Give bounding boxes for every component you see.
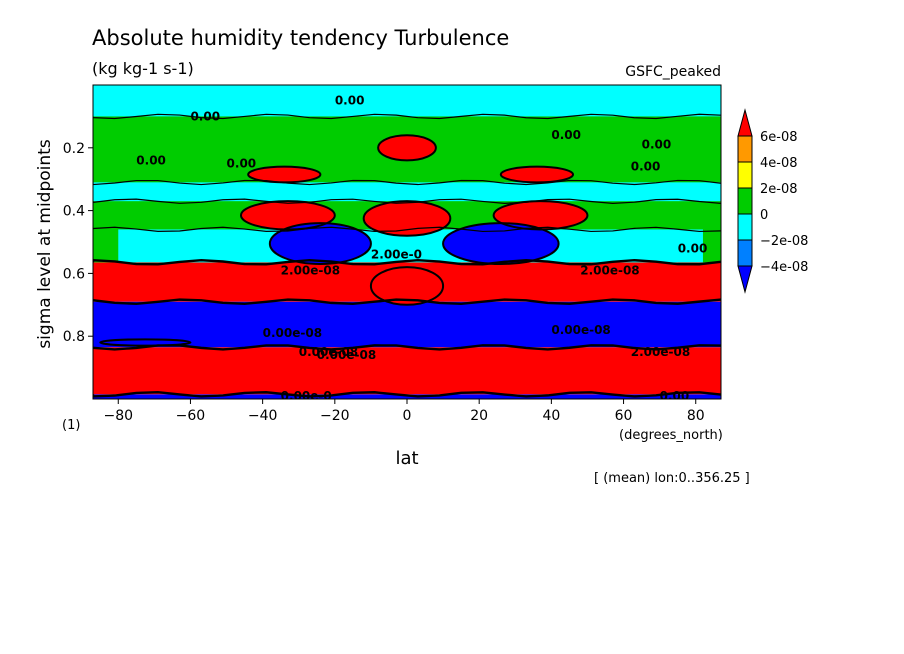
colorbar-segment-1 xyxy=(737,135,753,163)
x-axis: −80 −60 −40 −20 0 20 40 60 80 xyxy=(103,399,705,424)
contour-fill-11 xyxy=(500,166,574,183)
contour-outline-12 xyxy=(377,134,437,162)
contour-label-1: 0.00 xyxy=(190,109,220,123)
contour-label-13: 2.00e-08 xyxy=(631,345,690,359)
colorbar: 6e-08 4e-08 2e-08 0 −2e-08 −4e-08 xyxy=(737,108,808,294)
contour-line-7 xyxy=(93,391,721,398)
y-tick-label: 0.8 xyxy=(63,329,85,345)
plot-area: 0.00 0.00 0.00 0.00 0.00 0.00 0.00 0.00 2.00e-0 2… xyxy=(93,85,721,403)
contour-fill-2 xyxy=(93,301,721,348)
colorbar-label: −2e-08 xyxy=(760,234,808,249)
colorbar-bottom-arrow xyxy=(737,265,753,294)
colorbar-top-arrow xyxy=(737,108,753,137)
contour-fill-8 xyxy=(240,201,335,230)
contour-label-4: 0.00 xyxy=(227,157,257,171)
contour-fill-1 xyxy=(93,347,721,395)
contour-line-4 xyxy=(93,259,721,266)
contour-outline-16 xyxy=(442,222,560,265)
contour-outline-10 xyxy=(247,165,322,184)
colorbar-label: −4e-08 xyxy=(760,260,808,275)
contour-outline-17 xyxy=(99,338,192,347)
x-tick-label: −20 xyxy=(320,408,350,424)
contour-label-17: 0.00 xyxy=(660,389,690,403)
contour-outline-8 xyxy=(239,200,336,231)
x-tick-label: −60 xyxy=(176,408,206,424)
colorbar-label: 6e-08 xyxy=(760,130,798,145)
colorbar-segment-5 xyxy=(737,239,753,267)
y-tick-label: 0.2 xyxy=(63,141,85,157)
contour-line-5 xyxy=(93,298,721,305)
chart-units: (kg kg-1 s-1) xyxy=(92,59,194,78)
contour-label-9: 2.00e-08 xyxy=(281,263,340,277)
x-axis-units: (degrees_north) xyxy=(619,428,723,443)
x-tick-label: 60 xyxy=(615,408,633,424)
x-tick-label: 80 xyxy=(687,408,705,424)
dataset-label: GSFC_peaked xyxy=(625,64,721,80)
contour-label-16: 0.00e-0 xyxy=(281,389,332,403)
x-tick-label: −40 xyxy=(248,408,278,424)
y-tick-label: 0.4 xyxy=(63,204,85,220)
contour-outline-11 xyxy=(499,165,575,184)
x-tick-label: −80 xyxy=(103,408,133,424)
contour-label-14: 0.00e-08 xyxy=(317,348,376,362)
colorbar-label: 0 xyxy=(760,208,768,223)
contour-line-2 xyxy=(93,198,721,204)
contour-fill-17 xyxy=(100,339,191,346)
x-tick-label: 20 xyxy=(470,408,488,424)
contour-fill-14 xyxy=(370,267,444,305)
contour-fill-16 xyxy=(443,223,559,264)
y-tick-label: 0.6 xyxy=(63,266,85,282)
contour-label-12: 0.00e-08 xyxy=(299,345,358,359)
contour-line-3 xyxy=(93,226,721,233)
y-axis: 0.2 0.4 0.6 0.8 xyxy=(63,141,93,345)
contour-label-8: 2.00e-0 xyxy=(371,248,422,262)
colorbar-segment-3 xyxy=(737,187,753,215)
x-tick-label: 40 xyxy=(542,408,560,424)
y-axis-label: sigma level at midpoints xyxy=(35,139,55,348)
subset-note: [ (mean) lon:0..356.25 ] xyxy=(594,471,750,486)
contour-fill-7 xyxy=(93,85,721,117)
contour-fill-9 xyxy=(493,201,588,230)
contour-fill-12 xyxy=(378,135,436,161)
colorbar-label: 4e-08 xyxy=(760,156,798,171)
contour-label-5: 0.00 xyxy=(631,160,661,174)
x-axis-label: lat xyxy=(395,448,418,469)
contour-label-7: 0.00 xyxy=(678,241,708,255)
contour-label-0: 0.00 xyxy=(335,94,365,108)
contour-label-6: 0.00 xyxy=(642,138,672,152)
colorbar-segment-2 xyxy=(737,161,753,189)
contour-fill-10 xyxy=(248,166,321,183)
contour-fill-6 xyxy=(93,182,721,202)
contour-outline-14 xyxy=(369,266,445,306)
contour-outline-15 xyxy=(268,222,372,265)
contour-line-0 xyxy=(93,113,721,120)
contour-line-1 xyxy=(93,179,721,186)
contour-label-11: 0.00e-08 xyxy=(263,326,322,340)
contour-outline-13 xyxy=(362,200,452,237)
contour-label-10: 2.00e-08 xyxy=(580,263,639,277)
contour-label-3: 0.00 xyxy=(136,153,166,167)
contour-fill-13 xyxy=(363,201,451,236)
contour-fill-15 xyxy=(269,223,371,264)
panel-label: (1) xyxy=(62,418,80,433)
contour-label-15: 0.00e-08 xyxy=(551,323,610,337)
chart-title: Absolute humidity tendency Turbulence xyxy=(92,26,509,50)
colorbar-label: 2e-08 xyxy=(760,182,798,197)
x-tick-label: 0 xyxy=(403,408,412,424)
contour-label-2: 0.00 xyxy=(551,128,581,142)
colorbar-segment-4 xyxy=(737,213,753,241)
